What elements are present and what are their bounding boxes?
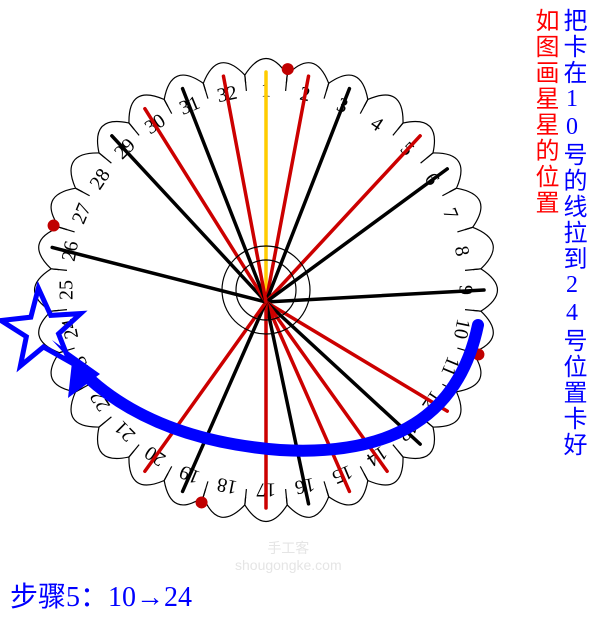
kumihimo-disk-diagram: 1234567891011121314151617181920212223242…: [0, 0, 593, 623]
svg-text:25: 25: [56, 280, 78, 300]
svg-text:18: 18: [215, 473, 239, 498]
instruction-text-sub: 如图画星星的位置: [529, 8, 557, 216]
instruction-text-main: 把卡在10号的线拉到24号位置卡好: [557, 8, 585, 458]
step-label: 步骤5：10→24: [10, 575, 192, 615]
